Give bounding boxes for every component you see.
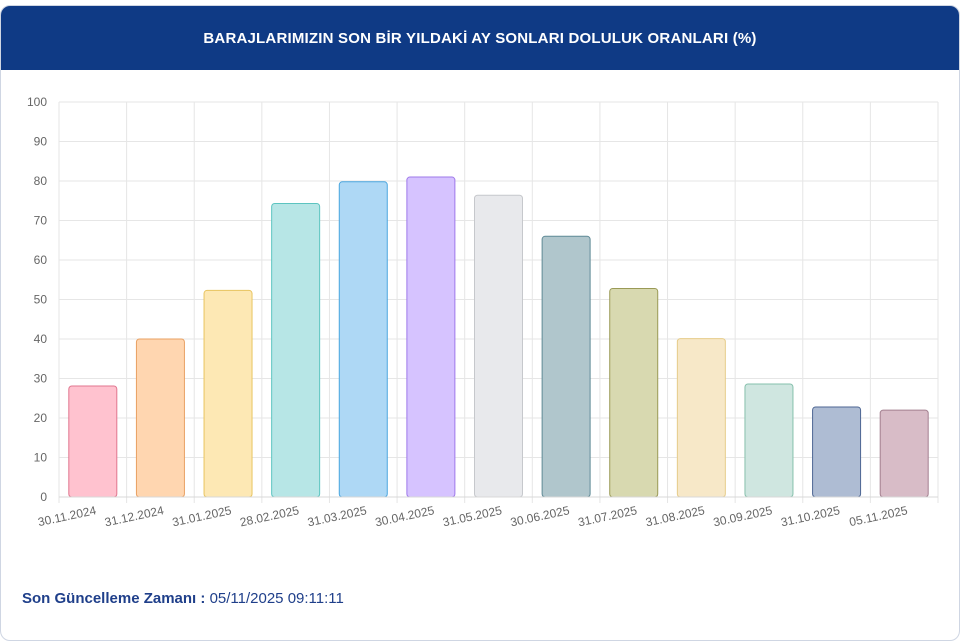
x-tick-label: 30.06.2025	[509, 503, 571, 529]
y-tick-label: 0	[40, 490, 47, 504]
bar	[744, 383, 794, 498]
x-tick-label: 31.05.2025	[441, 503, 503, 529]
last-update-label: Son Güncelleme Zamanı :	[22, 590, 206, 607]
x-tick-label: 30.11.2024	[37, 503, 98, 529]
y-tick-label: 90	[34, 135, 48, 149]
bar	[203, 289, 253, 498]
bar	[338, 181, 388, 498]
x-tick-label: 31.01.2025	[171, 503, 233, 529]
y-tick-label: 30	[34, 372, 48, 386]
last-update-value: 05/11/2025 09:11:11	[209, 590, 344, 607]
x-tick-label: 05.11.2025	[848, 503, 909, 529]
y-tick-label: 70	[34, 214, 48, 228]
y-tick-label: 40	[34, 332, 48, 346]
bar	[812, 406, 862, 498]
x-tick-label: 31.03.2025	[306, 503, 368, 529]
y-tick-label: 60	[34, 253, 48, 267]
chart-title: BARAJLARIMIZIN SON BİR YILDAKİ AY SONLAR…	[203, 29, 757, 47]
bar	[676, 338, 726, 498]
last-update: Son Güncelleme Zamanı : 05/11/2025 09:11…	[22, 590, 344, 607]
chart-header: BARAJLARIMIZIN SON BİR YILDAKİ AY SONLAR…	[1, 6, 959, 70]
y-tick-label: 10	[34, 451, 48, 465]
bar	[609, 287, 659, 498]
x-tick-label: 30.09.2025	[712, 503, 774, 529]
bar	[541, 235, 591, 498]
y-tick-label: 50	[34, 293, 48, 307]
x-tick-label: 31.12.2024	[103, 503, 165, 529]
y-tick-label: 100	[27, 95, 47, 109]
x-tick-label: 31.10.2025	[780, 503, 842, 529]
bar	[474, 194, 523, 498]
bar	[68, 385, 118, 498]
bar	[406, 176, 456, 498]
chart-card: BARAJLARIMIZIN SON BİR YILDAKİ AY SONLAR…	[0, 5, 960, 641]
x-tick-label: 28.02.2025	[239, 503, 301, 529]
y-tick-label: 20	[34, 411, 48, 425]
bar	[135, 338, 185, 498]
x-tick-label: 31.07.2025	[577, 503, 639, 529]
x-tick-label: 31.08.2025	[644, 503, 706, 529]
bar	[271, 203, 321, 498]
bar	[879, 409, 929, 498]
x-tick-label: 30.04.2025	[374, 503, 436, 529]
y-tick-label: 80	[34, 174, 48, 188]
